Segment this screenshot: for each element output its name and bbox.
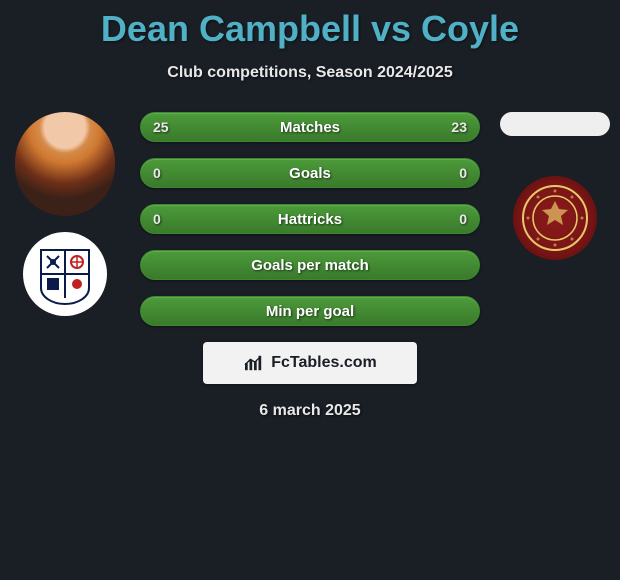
stat-label: Hattricks bbox=[278, 211, 342, 228]
player-photo-right bbox=[500, 112, 610, 136]
barrow-crest-icon bbox=[33, 242, 97, 306]
stat-row-goals-per-match: Goals per match bbox=[140, 250, 480, 280]
stat-right-value: 0 bbox=[459, 211, 467, 227]
stat-row-hattricks: 0 Hattricks 0 bbox=[140, 204, 480, 234]
player-photo-left bbox=[15, 112, 115, 216]
stat-rows: 25 Matches 23 0 Goals 0 0 Hattricks 0 Go… bbox=[140, 112, 480, 384]
club-crest-left bbox=[23, 232, 107, 316]
right-column bbox=[500, 112, 610, 260]
brand-badge: FcTables.com bbox=[203, 342, 417, 384]
stat-row-min-per-goal: Min per goal bbox=[140, 296, 480, 326]
footer-date: 6 march 2025 bbox=[0, 402, 620, 420]
stat-left-value: 0 bbox=[153, 165, 161, 181]
comparison-content: 25 Matches 23 0 Goals 0 0 Hattricks 0 Go… bbox=[0, 112, 620, 384]
brand-text: FcTables.com bbox=[271, 354, 377, 372]
bar-chart-icon bbox=[243, 354, 265, 372]
stat-left-value: 0 bbox=[153, 211, 161, 227]
stat-right-value: 23 bbox=[451, 119, 467, 135]
stat-left-value: 25 bbox=[153, 119, 169, 135]
stat-label: Min per goal bbox=[266, 303, 354, 320]
accrington-crest-icon bbox=[520, 183, 590, 253]
club-crest-right bbox=[513, 176, 597, 260]
stat-label: Goals per match bbox=[251, 257, 369, 274]
stat-label: Goals bbox=[289, 165, 331, 182]
stat-row-goals: 0 Goals 0 bbox=[140, 158, 480, 188]
stat-label: Matches bbox=[280, 119, 340, 136]
subtitle: Club competitions, Season 2024/2025 bbox=[0, 64, 620, 82]
stat-right-value: 0 bbox=[459, 165, 467, 181]
page-title: Dean Campbell vs Coyle bbox=[0, 0, 620, 50]
stat-row-matches: 25 Matches 23 bbox=[140, 112, 480, 142]
left-column bbox=[10, 112, 120, 316]
